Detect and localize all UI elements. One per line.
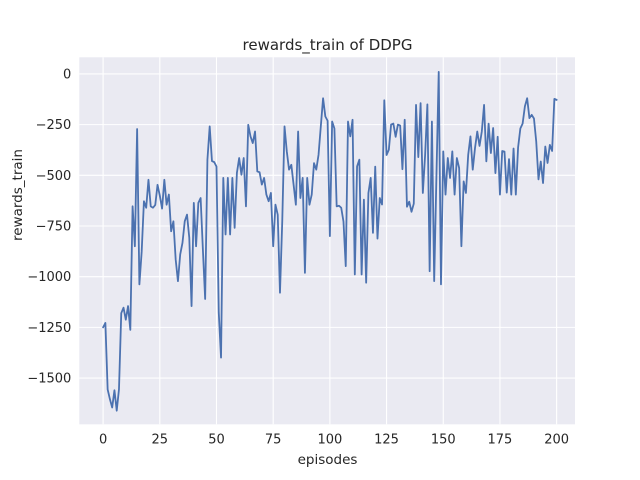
x-tick-label: 175 <box>488 432 513 447</box>
y-tick-label: −1250 <box>27 321 71 336</box>
x-axis-label: episodes <box>297 452 358 468</box>
x-tick-label: 0 <box>99 432 107 447</box>
y-tick-label: −250 <box>36 118 72 133</box>
reward-line-series <box>102 71 558 412</box>
x-tick-label: 125 <box>374 432 399 447</box>
y-tick-label: 0 <box>63 67 71 82</box>
y-tick-label: −1500 <box>27 372 71 387</box>
axes-background <box>79 57 576 425</box>
x-tick-label: 50 <box>208 432 225 447</box>
y-tick-label: −750 <box>36 219 72 234</box>
x-tick-label: 25 <box>152 432 169 447</box>
chart-title: rewards_train of DDPG <box>242 36 413 54</box>
x-tick-label: 75 <box>265 432 282 447</box>
y-tick-label: −500 <box>36 169 72 184</box>
x-tick-label: 100 <box>317 432 342 447</box>
x-tick-label: 150 <box>431 432 456 447</box>
y-tick-label: −1000 <box>27 270 71 285</box>
x-tick-label: 200 <box>544 432 569 447</box>
